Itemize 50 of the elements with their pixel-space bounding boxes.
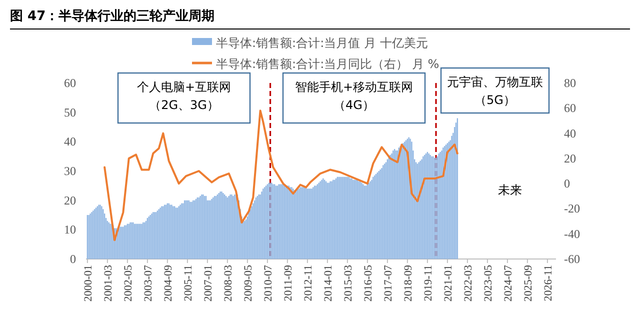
- annotation: 智能手机+移动互联网: [294, 80, 414, 94]
- y2-tick-label: 40: [564, 126, 576, 140]
- annotation: 元宇宙、万物互联: [447, 75, 543, 89]
- y2-tick-label: 80: [564, 76, 576, 90]
- y-tick-label: 0: [70, 252, 76, 266]
- x-tick-label: 2005-11: [182, 265, 194, 302]
- annotation: 个人电脑+互联网: [136, 80, 232, 94]
- y-tick-label: 50: [64, 105, 76, 120]
- x-tick-label: 2000-01: [82, 265, 94, 302]
- y-tick-label: 10: [64, 222, 76, 237]
- line-series: [104, 110, 458, 242]
- y-tick-label: 20: [64, 193, 76, 208]
- annotation: （5G）: [474, 93, 516, 107]
- y2-tick-label: -40: [564, 226, 580, 241]
- x-tick-label: 2015-03: [342, 264, 354, 302]
- y2-tick-label: -60: [564, 252, 580, 266]
- x-tick-label: 2021-01: [442, 265, 454, 302]
- y2-tick-label: 20: [564, 151, 576, 166]
- x-tick-label: 2011-09: [282, 264, 294, 302]
- annotation: （4G）: [334, 98, 374, 112]
- x-tick-label: 2004-09: [162, 264, 174, 302]
- annotation: （2G、3G）: [149, 98, 219, 112]
- x-tick-label: 2002-05: [122, 264, 134, 302]
- y2-tick-label: 0: [564, 176, 570, 191]
- y-tick-label: 30: [64, 164, 76, 178]
- y2-tick-label: 60: [564, 101, 576, 116]
- x-tick-label: 2018-09: [402, 264, 414, 302]
- x-tick-label: 2026-11: [542, 265, 554, 302]
- x-tick-label: 2009-05: [242, 264, 254, 302]
- legend-label: 半导体:销售额:合计:当月同比（右） 月 %: [216, 57, 440, 71]
- x-tick-label: 2008-03: [222, 264, 234, 302]
- y-tick-label: 40: [64, 134, 76, 149]
- x-tick-label: 2003-07: [142, 264, 154, 302]
- x-tick-label: 2012-11: [302, 265, 314, 302]
- chart-title: 图 47：半导体行业的三轮产业周期: [10, 8, 215, 24]
- x-tick-label: 2010-07: [262, 264, 274, 302]
- x-tick-label: 2022-03: [462, 264, 474, 302]
- legend-label: 半导体:销售额:合计:当月值 月 十亿美元: [216, 36, 428, 50]
- y-tick-label: 60: [64, 76, 76, 90]
- x-tick-label: 2024-07: [502, 264, 514, 302]
- x-tick-label: 2001-03: [102, 264, 114, 302]
- x-tick-label: 2017-07: [382, 264, 394, 302]
- x-tick-label: 2016-05: [362, 264, 374, 302]
- x-tick-label: 2014-01: [322, 265, 334, 302]
- annotation: 未来: [498, 183, 522, 197]
- x-tick-label: 2023-05: [482, 264, 494, 302]
- x-tick-label: 2007-01: [202, 265, 214, 302]
- y2-tick-label: -20: [564, 202, 580, 216]
- x-tick-label: 2019-11: [422, 265, 434, 302]
- x-tick-label: 2025-09: [522, 264, 534, 302]
